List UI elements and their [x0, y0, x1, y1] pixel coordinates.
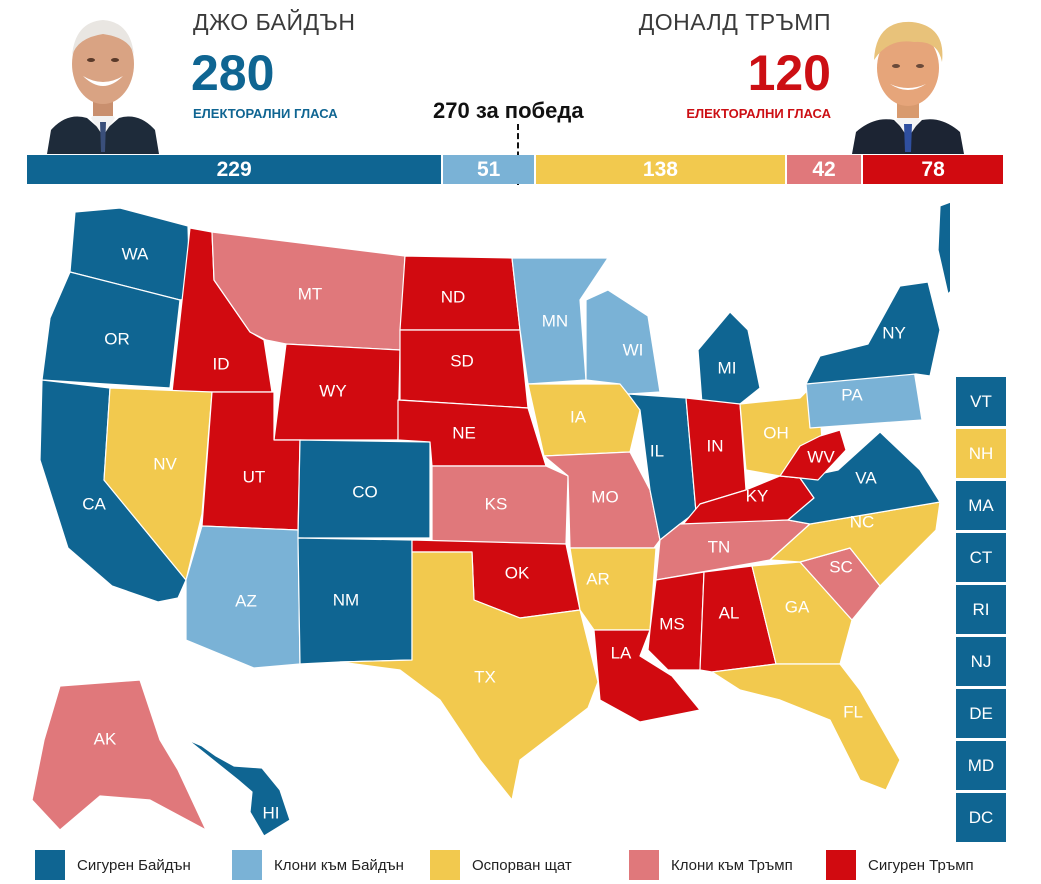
biden-votes: 280 [191, 45, 275, 101]
state-label-ny: NY [882, 323, 906, 342]
state-tx[interactable] [339, 551, 599, 801]
state-label-sc: SC [829, 557, 853, 576]
state-label-mt: MT [298, 284, 323, 303]
to-win-marker [517, 124, 519, 185]
biden-name: ДЖО БАЙДЪН [193, 9, 356, 35]
legend-swatch [35, 850, 65, 880]
trump-name: ДОНАЛД ТРЪМП [638, 9, 831, 35]
state-label-ca: CA [82, 494, 106, 513]
bar-segment-safe-trump: 78 [863, 155, 1003, 184]
biden-portrait [47, 12, 159, 154]
state-me[interactable] [937, 194, 950, 295]
legend-label: Оспорван щат [472, 856, 572, 874]
small-state-md[interactable]: MD [956, 741, 1006, 790]
state-label-wy: WY [319, 381, 346, 400]
state-label-co: CO [352, 482, 378, 501]
state-label-ga: GA [785, 597, 810, 616]
state-nv[interactable] [103, 387, 213, 581]
legend-swatch [430, 850, 460, 880]
bar-segment-safe-biden: 229 [27, 155, 442, 184]
state-label-ms: MS [659, 614, 685, 633]
state-label-ok: OK [505, 563, 530, 582]
state-label-tx: TX [474, 667, 496, 686]
state-label-ut: UT [243, 467, 266, 486]
legend-item-lean-biden: Клони към Байдън [232, 850, 404, 880]
small-state-de[interactable]: DE [956, 689, 1006, 738]
bar-segment-lean-trump: 42 [786, 155, 862, 184]
state-ia[interactable] [527, 383, 641, 457]
state-fl[interactable] [711, 663, 901, 791]
state-label-la: LA [611, 643, 632, 662]
state-label-oh: OH [763, 423, 789, 442]
small-state-dc[interactable]: DC [956, 793, 1006, 842]
legend-swatch [232, 850, 262, 880]
trump-votes: 120 [747, 45, 831, 101]
state-label-fl: FL [843, 702, 863, 721]
us-electoral-map: WA OR CA ID NV MT WY UT AZ CO NM ND SD NE KS OK TX MN IA MO… [31, 194, 950, 837]
to-win-label: 270 за победа [433, 98, 584, 123]
state-label-wv: WV [807, 447, 835, 466]
state-label-nm: NM [333, 590, 359, 609]
legend-item-lean-trump: Клони към Тръмп [629, 850, 793, 880]
state-ks[interactable] [431, 465, 569, 545]
state-label-az: AZ [235, 591, 257, 610]
state-va[interactable] [787, 431, 941, 525]
state-label-wa: WA [122, 244, 149, 263]
state-co[interactable] [297, 439, 431, 539]
bar-segment-tossup: 138 [535, 155, 785, 184]
trump-portrait [852, 12, 964, 154]
state-label-il: IL [650, 441, 664, 460]
small-state-nj[interactable]: NJ [956, 637, 1006, 686]
state-label-ia: IA [570, 407, 587, 426]
state-label-nc: NC [850, 512, 875, 531]
legend-label: Сигурен Тръмп [868, 856, 974, 874]
state-ar[interactable] [569, 547, 657, 631]
state-label-nv: NV [153, 454, 177, 473]
state-wi[interactable] [585, 289, 661, 395]
state-label-ks: KS [485, 494, 508, 513]
state-label-sd: SD [450, 351, 474, 370]
state-label-or: OR [104, 329, 130, 348]
state-label-id: ID [213, 354, 230, 373]
small-state-ri[interactable]: RI [956, 585, 1006, 634]
trump-votes-label: ЕЛЕКТОРАЛНИ ГЛАСА [686, 106, 831, 121]
state-label-mi: MI [718, 358, 737, 377]
legend-label: Клони към Байдън [274, 856, 404, 874]
legend-swatch [826, 850, 856, 880]
state-label-nd: ND [441, 287, 466, 306]
state-wv[interactable] [779, 429, 847, 481]
state-label-ak: AK [94, 729, 117, 748]
state-ny[interactable] [805, 281, 941, 385]
state-label-ky: KY [746, 486, 769, 505]
state-ga[interactable] [751, 561, 853, 665]
small-state-ma[interactable]: MA [956, 481, 1006, 530]
state-label-in: IN [707, 436, 724, 455]
small-state-vt[interactable]: VT [956, 377, 1006, 426]
state-label-mn: MN [542, 311, 568, 330]
state-label-wi: WI [623, 340, 644, 359]
state-label-hi: HI [263, 803, 280, 822]
state-label-pa: PA [841, 385, 863, 404]
legend-swatch [629, 850, 659, 880]
state-label-al: AL [719, 603, 740, 622]
state-label-ne: NE [452, 423, 476, 442]
state-or[interactable] [41, 271, 181, 389]
state-mo[interactable] [543, 451, 661, 549]
state-label-ar: AR [586, 569, 610, 588]
bar-segment-lean-biden: 51 [443, 155, 534, 184]
state-label-tn: TN [708, 537, 731, 556]
legend-label: Сигурен Байдън [77, 856, 191, 874]
small-state-ct[interactable]: CT [956, 533, 1006, 582]
biden-votes-label: ЕЛЕКТОРАЛНИ ГЛАСА [193, 106, 338, 121]
state-label-mo: MO [591, 487, 618, 506]
state-hi[interactable] [187, 739, 291, 837]
legend-item-safe-trump: Сигурен Тръмп [826, 850, 974, 880]
state-ak[interactable] [31, 679, 207, 831]
state-la[interactable] [593, 629, 701, 723]
legend-item-tossup: Оспорван щат [430, 850, 572, 880]
state-label-va: VA [855, 468, 877, 487]
legend-label: Клони към Тръмп [671, 856, 793, 874]
legend-item-safe-biden: Сигурен Байдън [35, 850, 191, 880]
small-state-nh[interactable]: NH [956, 429, 1006, 478]
